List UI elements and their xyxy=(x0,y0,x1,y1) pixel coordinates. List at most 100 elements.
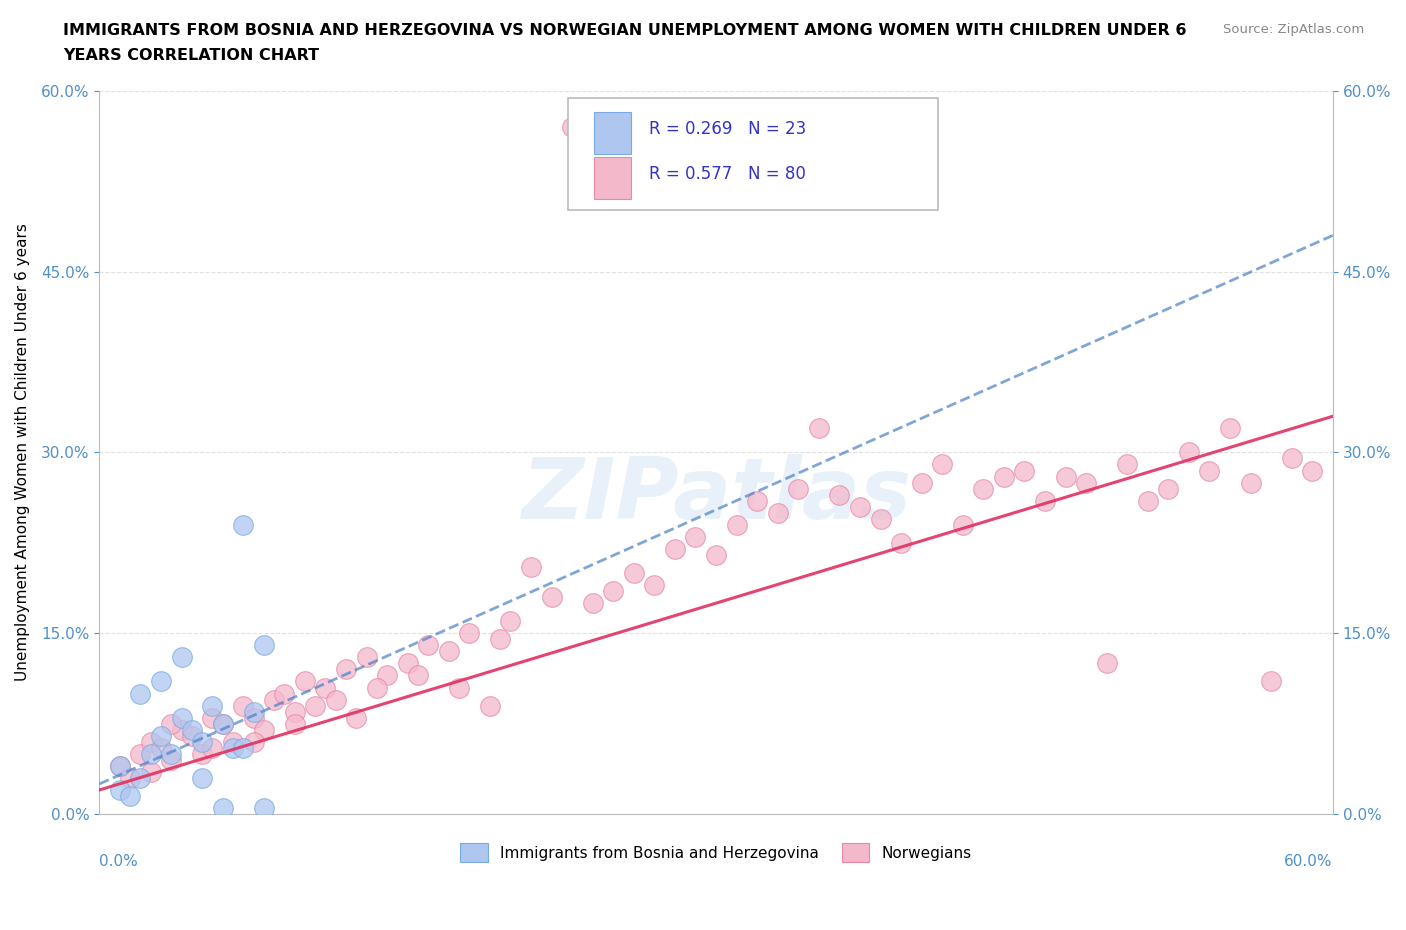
Point xyxy=(150,674,173,689)
Point xyxy=(170,711,193,725)
Point xyxy=(129,686,152,701)
Point xyxy=(284,716,307,731)
Point xyxy=(120,789,142,804)
Point xyxy=(704,548,727,563)
Point xyxy=(366,680,388,695)
Point xyxy=(643,578,665,592)
FancyBboxPatch shape xyxy=(593,157,631,199)
Point xyxy=(1260,674,1282,689)
Point xyxy=(1116,457,1139,472)
Point xyxy=(304,698,326,713)
Point xyxy=(478,698,501,713)
Point xyxy=(910,475,932,490)
Point xyxy=(129,747,152,762)
Point xyxy=(1014,463,1036,478)
Point xyxy=(325,692,347,707)
Point xyxy=(499,614,522,629)
FancyBboxPatch shape xyxy=(593,112,631,153)
Point xyxy=(284,704,307,719)
Point xyxy=(807,421,830,436)
Point xyxy=(211,801,233,816)
Point xyxy=(273,686,295,701)
Point xyxy=(972,481,994,496)
Point xyxy=(1239,475,1261,490)
Text: 0.0%: 0.0% xyxy=(100,854,138,869)
Point xyxy=(1136,493,1159,508)
Point xyxy=(294,674,316,689)
Point xyxy=(232,698,254,713)
Point xyxy=(139,747,162,762)
Point xyxy=(418,638,440,653)
Point xyxy=(725,517,748,532)
Point xyxy=(356,650,378,665)
Point xyxy=(602,584,624,599)
Point xyxy=(170,650,193,665)
Point xyxy=(150,728,173,743)
Point xyxy=(253,723,276,737)
Text: ZIPatlas: ZIPatlas xyxy=(522,455,911,538)
Point xyxy=(335,662,357,677)
Point xyxy=(561,119,583,134)
Point xyxy=(1178,445,1201,459)
Legend: Immigrants from Bosnia and Herzegovina, Norwegians: Immigrants from Bosnia and Herzegovina, … xyxy=(454,837,977,868)
Point xyxy=(232,740,254,755)
Point xyxy=(242,704,264,719)
Point xyxy=(242,711,264,725)
Point xyxy=(232,517,254,532)
Point xyxy=(242,735,264,750)
Point xyxy=(747,493,769,508)
Point xyxy=(1095,656,1118,671)
Text: 60.0%: 60.0% xyxy=(1284,854,1333,869)
Point xyxy=(1281,451,1303,466)
Point xyxy=(201,698,224,713)
Point xyxy=(253,638,276,653)
Point xyxy=(211,716,233,731)
Point xyxy=(993,469,1015,484)
Point xyxy=(253,801,276,816)
Point xyxy=(375,668,398,683)
Point xyxy=(520,560,543,575)
Point xyxy=(1033,493,1056,508)
Point xyxy=(222,740,245,755)
Point xyxy=(191,747,214,762)
Point xyxy=(952,517,974,532)
Point xyxy=(828,487,851,502)
Point xyxy=(458,626,481,641)
Text: Source: ZipAtlas.com: Source: ZipAtlas.com xyxy=(1223,23,1364,36)
Point xyxy=(191,735,214,750)
Text: R = 0.577   N = 80: R = 0.577 N = 80 xyxy=(650,166,806,183)
Point xyxy=(406,668,429,683)
Point xyxy=(664,541,686,556)
Point xyxy=(849,499,872,514)
Text: R = 0.269   N = 23: R = 0.269 N = 23 xyxy=(650,120,807,138)
Point xyxy=(150,740,173,755)
Text: YEARS CORRELATION CHART: YEARS CORRELATION CHART xyxy=(63,48,319,63)
Point xyxy=(160,747,183,762)
Point xyxy=(120,771,142,786)
Point xyxy=(201,711,224,725)
Point xyxy=(344,711,367,725)
Point xyxy=(685,529,707,544)
Point xyxy=(1198,463,1220,478)
Point xyxy=(623,565,645,580)
Point xyxy=(931,457,953,472)
Point xyxy=(211,716,233,731)
Point xyxy=(489,631,512,646)
Point xyxy=(1054,469,1077,484)
Point xyxy=(314,680,336,695)
Point xyxy=(787,481,810,496)
Point xyxy=(437,644,460,658)
Point xyxy=(108,759,131,774)
Point xyxy=(222,735,245,750)
Point xyxy=(766,505,789,520)
Point xyxy=(869,512,891,526)
Point xyxy=(160,752,183,767)
Point xyxy=(170,723,193,737)
Point xyxy=(129,771,152,786)
Point xyxy=(540,590,562,604)
Point xyxy=(890,536,912,551)
Point xyxy=(160,716,183,731)
Point xyxy=(139,764,162,779)
Point xyxy=(201,740,224,755)
Point xyxy=(263,692,285,707)
